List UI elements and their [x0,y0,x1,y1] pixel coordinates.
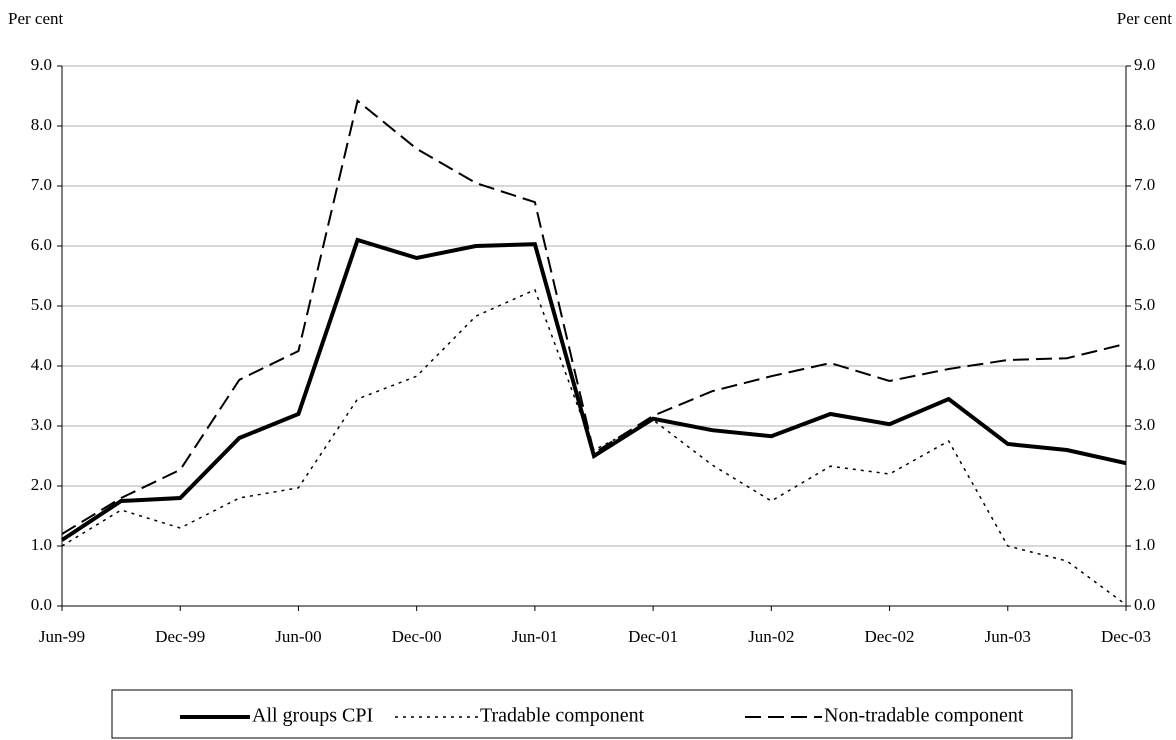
x-tick-label: Jun-00 [275,627,321,646]
x-tick-label: Dec-02 [865,627,915,646]
legend-label: All groups CPI [252,705,373,727]
x-tick-label: Dec-03 [1101,627,1151,646]
y2-tick-label: 3.0 [1134,415,1155,434]
legend-box [111,689,1073,739]
y-tick-label: 5.0 [31,295,52,314]
y-tick-label: 9.0 [31,55,52,74]
y2-tick-label: 5.0 [1134,295,1155,314]
y-tick-label: 6.0 [31,235,52,254]
x-tick-label: Dec-00 [392,627,442,646]
y2-tick-label: 2.0 [1134,475,1155,494]
y2-tick-label: 9.0 [1134,55,1155,74]
y-tick-label: 7.0 [31,175,52,194]
y-tick-label: 3.0 [31,415,52,434]
y2-tick-label: 4.0 [1134,355,1155,374]
x-tick-label: Jun-01 [512,627,558,646]
y-tick-label: 0.0 [31,595,52,614]
series-line [61,288,1127,606]
legend-label: Non-tradable component [824,705,1024,727]
x-tick-label: Jun-03 [985,627,1031,646]
series-line [60,237,1127,542]
x-tick-label: Dec-99 [155,627,205,646]
y2-tick-label: 7.0 [1134,175,1155,194]
y2-tick-label: 8.0 [1134,115,1155,134]
y-tick-label: 2.0 [31,475,52,494]
y-axis-label: Per cent [8,9,64,28]
x-tick-label: Jun-02 [748,627,794,646]
y-tick-label: 8.0 [31,115,52,134]
y2-tick-label: 0.0 [1134,595,1155,614]
y-tick-label: 1.0 [31,535,52,554]
legend-label: Tradable component [480,705,645,727]
y2-tick-label: 1.0 [1134,535,1155,554]
series-line [61,99,1127,535]
x-tick-label: Dec-01 [628,627,678,646]
y2-tick-label: 6.0 [1134,235,1155,254]
y2-axis-label: Per cent [1117,9,1173,28]
x-tick-label: Jun-99 [39,627,85,646]
y-tick-label: 4.0 [31,355,52,374]
